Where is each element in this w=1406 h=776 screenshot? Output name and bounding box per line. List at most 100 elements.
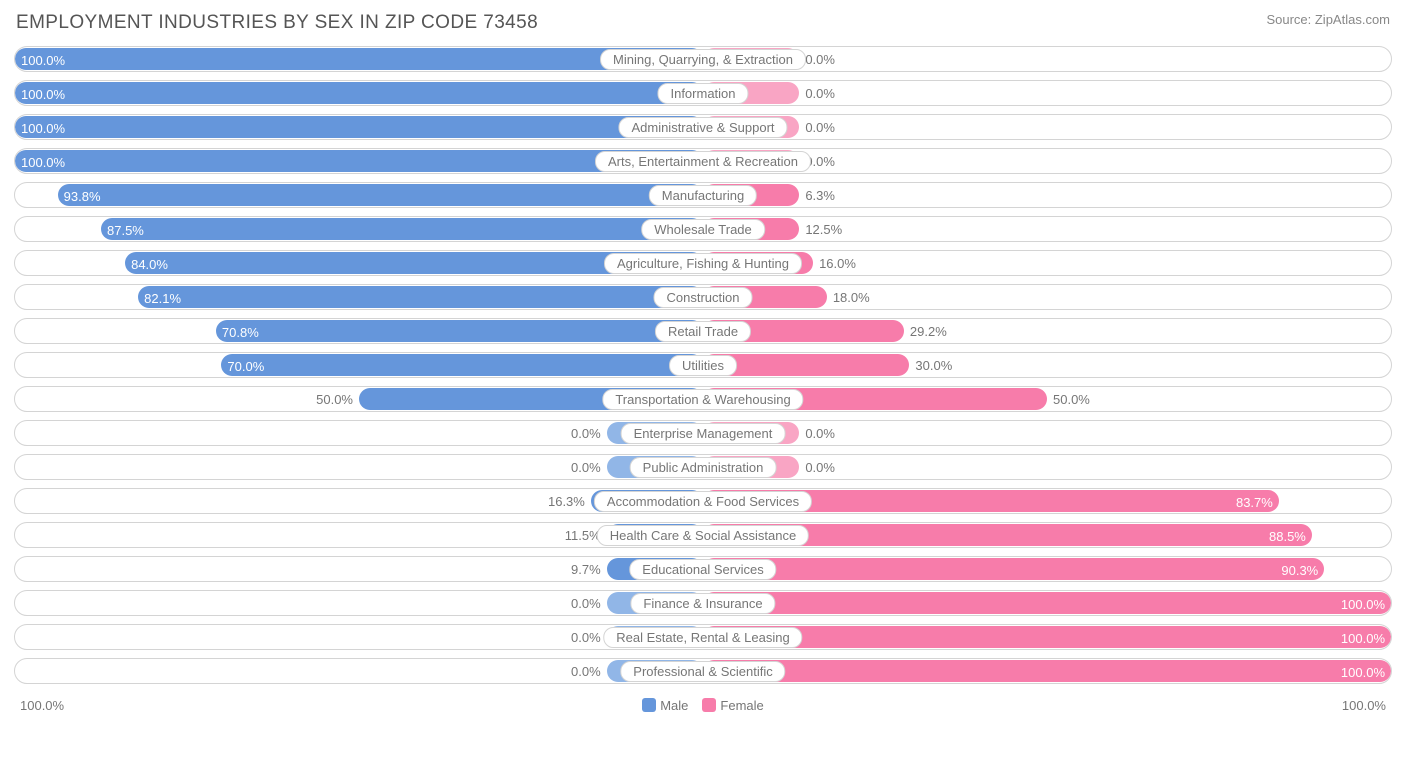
male-bar: 70.0%	[221, 354, 703, 376]
male-bar: 82.1%	[138, 286, 703, 308]
category-label: Construction	[654, 287, 753, 308]
chart-row: 100.0% 0.0% Administrative & Support	[14, 114, 1392, 140]
female-value: 0.0%	[805, 421, 835, 446]
female-bar: 100.0%	[703, 626, 1391, 648]
female-value: 16.0%	[819, 251, 856, 276]
chart-source: Source: ZipAtlas.com	[1266, 12, 1390, 27]
category-label: Agriculture, Fishing & Hunting	[604, 253, 802, 274]
female-bar: 100.0%	[703, 660, 1391, 682]
chart-row: 0.0% 100.0% Finance & Insurance	[14, 590, 1392, 616]
male-value: 0.0%	[571, 659, 601, 684]
category-label: Manufacturing	[649, 185, 757, 206]
category-label: Health Care & Social Assistance	[597, 525, 809, 546]
chart-row: 0.0% 0.0% Enterprise Management	[14, 420, 1392, 446]
male-value: 50.0%	[316, 387, 353, 412]
chart-row: 9.7% 90.3% Educational Services	[14, 556, 1392, 582]
category-label: Finance & Insurance	[630, 593, 775, 614]
chart-row: 87.5% 12.5% Wholesale Trade	[14, 216, 1392, 242]
axis-right-extent: 100.0%	[1342, 698, 1386, 713]
male-value: 70.8%	[222, 320, 259, 344]
category-label: Public Administration	[630, 457, 777, 478]
male-value: 93.8%	[64, 184, 101, 208]
legend-male-label: Male	[660, 698, 688, 713]
male-bar: 70.8%	[216, 320, 703, 342]
male-bar: 93.8%	[58, 184, 703, 206]
male-value: 0.0%	[571, 421, 601, 446]
chart-row: 11.5% 88.5% Health Care & Social Assistanc…	[14, 522, 1392, 548]
female-value: 12.5%	[805, 217, 842, 242]
male-bar: 87.5%	[101, 218, 703, 240]
category-label: Enterprise Management	[621, 423, 786, 444]
legend-female: Female	[702, 698, 763, 713]
male-value: 0.0%	[571, 625, 601, 650]
category-label: Arts, Entertainment & Recreation	[595, 151, 811, 172]
diverging-bar-chart: 100.0%0.0%Mining, Quarrying, & Extractio…	[14, 46, 1392, 684]
female-swatch	[702, 698, 716, 712]
chart-row: 70.8% 29.2% Retail Trade	[14, 318, 1392, 344]
legend: Male Female	[642, 698, 764, 713]
category-label: Administrative & Support	[618, 117, 787, 138]
chart-row: 100.0% 0.0%Mining, Quarrying, & Extractio…	[14, 46, 1392, 72]
male-value: 100.0%	[21, 82, 65, 106]
male-bar: 100.0%	[15, 82, 703, 104]
female-value: 50.0%	[1053, 387, 1090, 412]
axis-left-extent: 100.0%	[20, 698, 64, 713]
male-value: 100.0%	[21, 150, 65, 174]
chart-row: 82.1% 18.0% Construction	[14, 284, 1392, 310]
female-value: 83.7%	[1236, 490, 1273, 514]
female-value: 100.0%	[1341, 660, 1385, 684]
female-value: 18.0%	[833, 285, 870, 310]
category-label: Information	[657, 83, 748, 104]
chart-footer: 100.0% Male Female 100.0%	[14, 692, 1392, 713]
chart-row: 100.0% 0.0% Information	[14, 80, 1392, 106]
chart-row: 70.0% 30.0% Utilities	[14, 352, 1392, 378]
category-label: Wholesale Trade	[641, 219, 765, 240]
chart-row: 16.3% 83.7% Accommodation & Food Services	[14, 488, 1392, 514]
category-label: Accommodation & Food Services	[594, 491, 812, 512]
male-bar: 100.0%	[15, 116, 703, 138]
chart-title: EMPLOYMENT INDUSTRIES BY SEX IN ZIP CODE…	[16, 12, 538, 34]
chart-row: 50.0% 50.0% Transportation & Warehousing	[14, 386, 1392, 412]
female-bar: 100.0%	[703, 592, 1391, 614]
male-value: 70.0%	[227, 354, 264, 378]
category-label: Real Estate, Rental & Leasing	[603, 627, 802, 648]
female-value: 0.0%	[805, 115, 835, 140]
chart-row: 0.0% 100.0% Real Estate, Rental & Leasing	[14, 624, 1392, 650]
chart-row: 93.8% 6.3% Manufacturing	[14, 182, 1392, 208]
category-label: Mining, Quarrying, & Extraction	[600, 49, 806, 70]
category-label: Retail Trade	[655, 321, 751, 342]
legend-female-label: Female	[720, 698, 763, 713]
male-value: 100.0%	[21, 116, 65, 140]
male-value: 16.3%	[548, 489, 585, 514]
female-value: 88.5%	[1269, 524, 1306, 548]
male-value: 82.1%	[144, 286, 181, 310]
chart-row: 0.0% 0.0% Public Administration	[14, 454, 1392, 480]
female-value: 6.3%	[805, 183, 835, 208]
male-value: 100.0%	[21, 48, 65, 72]
female-value: 0.0%	[805, 47, 835, 72]
female-value: 0.0%	[805, 455, 835, 480]
female-value: 90.3%	[1281, 558, 1318, 582]
chart-row: 84.0% 16.0% Agriculture, Fishing & Hunting	[14, 250, 1392, 276]
male-value: 84.0%	[131, 252, 168, 276]
category-label: Utilities	[669, 355, 737, 376]
chart-row: 0.0% 100.0% Professional & Scientific	[14, 658, 1392, 684]
male-swatch	[642, 698, 656, 712]
female-value: 29.2%	[910, 319, 947, 344]
male-value: 0.0%	[571, 591, 601, 616]
female-value: 100.0%	[1341, 626, 1385, 650]
male-value: 87.5%	[107, 218, 144, 242]
male-value: 9.7%	[571, 557, 601, 582]
male-value: 11.5%	[565, 523, 601, 548]
category-label: Educational Services	[629, 559, 776, 580]
chart-header: EMPLOYMENT INDUSTRIES BY SEX IN ZIP CODE…	[14, 12, 1392, 34]
chart-row: 100.0%0.0%Arts, Entertainment & Recreati…	[14, 148, 1392, 174]
female-value: 100.0%	[1341, 592, 1385, 616]
male-value: 0.0%	[571, 455, 601, 480]
female-bar: 90.3%	[703, 558, 1324, 580]
category-label: Professional & Scientific	[620, 661, 785, 682]
legend-male: Male	[642, 698, 688, 713]
female-value: 0.0%	[805, 81, 835, 106]
female-value: 30.0%	[915, 353, 952, 378]
category-label: Transportation & Warehousing	[602, 389, 803, 410]
